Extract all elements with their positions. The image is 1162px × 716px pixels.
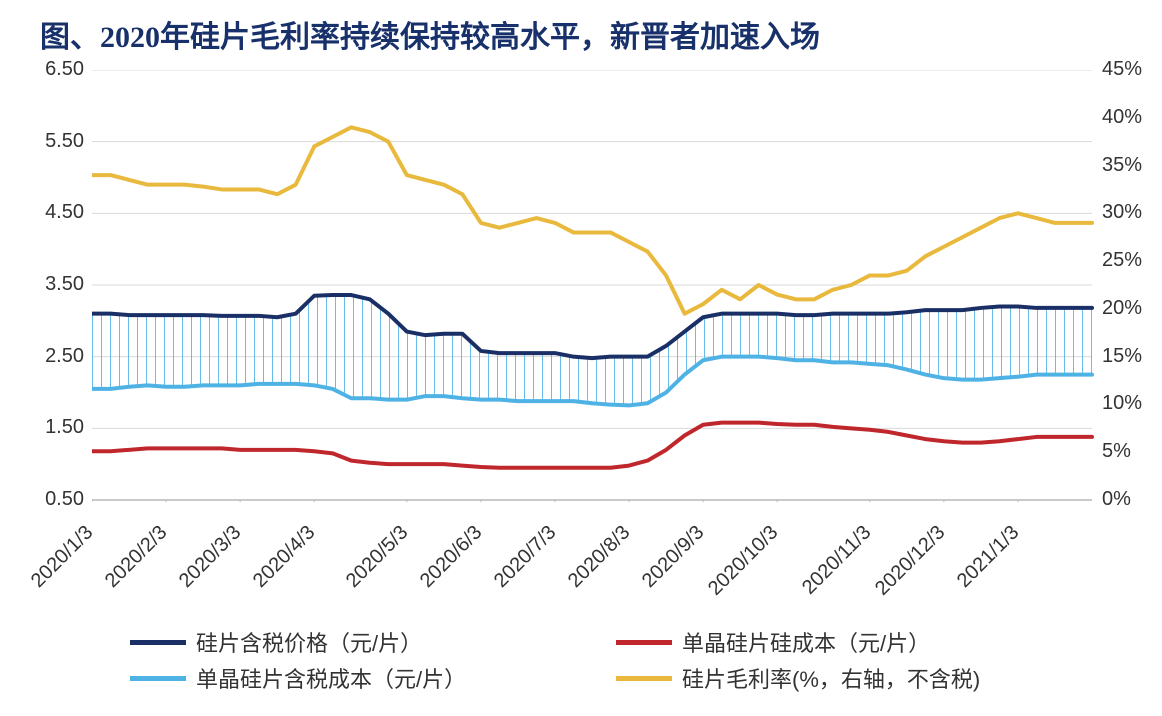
- legend-swatch: [616, 676, 672, 681]
- y-left-tick-label: 0.50: [45, 488, 84, 511]
- x-tick-label: 2020/5/3: [397, 521, 413, 537]
- legend-item-cost-incl-tax: 单晶硅片含税成本（元/片）: [130, 662, 616, 694]
- legend-label: 单晶硅片含税成本（元/片）: [196, 662, 466, 694]
- series-gross-margin: [92, 127, 1092, 313]
- y-left-tick-label: 5.50: [45, 130, 84, 153]
- x-tick-label: 2020/8/3: [619, 521, 635, 537]
- legend-label: 单晶硅片硅成本（元/片）: [682, 626, 930, 658]
- y-left-tick-label: 6.50: [45, 58, 84, 81]
- legend-swatch: [130, 676, 186, 681]
- x-tick-label: 2020/12/3: [934, 521, 950, 537]
- x-tick-label: 2020/6/3: [471, 521, 487, 537]
- title-prefix: 图、: [40, 21, 100, 54]
- y-left-tick-label: 1.50: [45, 416, 84, 439]
- x-tick-label: 2020/11/3: [860, 521, 876, 537]
- y-right-tick-label: 40%: [1102, 106, 1142, 129]
- y-right-tick-label: 10%: [1102, 392, 1142, 415]
- legend-item-si-cost: 单晶硅片硅成本（元/片）: [616, 626, 1102, 658]
- y-left-tick-label: 3.50: [45, 273, 84, 296]
- series-si-cost: [92, 423, 1092, 468]
- y-right-tick-label: 25%: [1102, 249, 1142, 272]
- chart-plot: [92, 70, 1094, 502]
- y-left-tick-label: 4.50: [45, 201, 84, 224]
- legend-label: 硅片含税价格（元/片）: [196, 626, 422, 658]
- legend-item-price-incl-tax: 硅片含税价格（元/片）: [130, 626, 616, 658]
- y-right-tick-label: 45%: [1102, 58, 1142, 81]
- x-tick-label: 2020/3/3: [230, 521, 246, 537]
- x-tick-label: 2020/7/3: [545, 521, 561, 537]
- legend-swatch: [130, 640, 186, 645]
- y-right-tick-label: 0%: [1102, 488, 1131, 511]
- y-right-tick-label: 30%: [1102, 201, 1142, 224]
- x-tick-label: 2020/1/3: [82, 521, 98, 537]
- legend: 硅片含税价格（元/片） 单晶硅片硅成本（元/片） 单晶硅片含税成本（元/片） 硅片毛利…: [130, 626, 1102, 698]
- legend-label: 硅片毛利率(%，右轴，不含税): [682, 662, 980, 694]
- legend-item-gross-margin: 硅片毛利率(%，右轴，不含税): [616, 662, 1102, 694]
- y-right-tick-label: 5%: [1102, 440, 1131, 463]
- y-right-tick-label: 20%: [1102, 297, 1142, 320]
- title-main: 2020年硅片毛利率持续保持较高水平，新晋者加速入场: [100, 21, 820, 54]
- y-right-tick-label: 35%: [1102, 154, 1142, 177]
- chart-title: 图、2020年硅片毛利率持续保持较高水平，新晋者加速入场: [40, 12, 820, 56]
- x-tick-label: 2021/1/3: [1008, 521, 1024, 537]
- y-left-tick-label: 2.50: [45, 345, 84, 368]
- y-right-tick-label: 15%: [1102, 345, 1142, 368]
- x-tick-label: 2020/9/3: [693, 521, 709, 537]
- x-tick-label: 2020/10/3: [767, 521, 783, 537]
- chart-container: { "title": { "prefix": "图、", "main": "20…: [0, 0, 1162, 716]
- x-tick-label: 2020/2/3: [156, 521, 172, 537]
- x-tick-label: 2020/4/3: [304, 521, 320, 537]
- legend-swatch: [616, 640, 672, 645]
